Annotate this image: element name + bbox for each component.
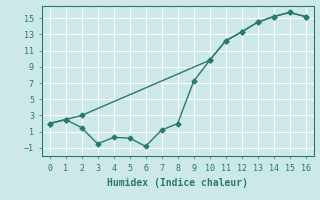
X-axis label: Humidex (Indice chaleur): Humidex (Indice chaleur)	[107, 178, 248, 188]
